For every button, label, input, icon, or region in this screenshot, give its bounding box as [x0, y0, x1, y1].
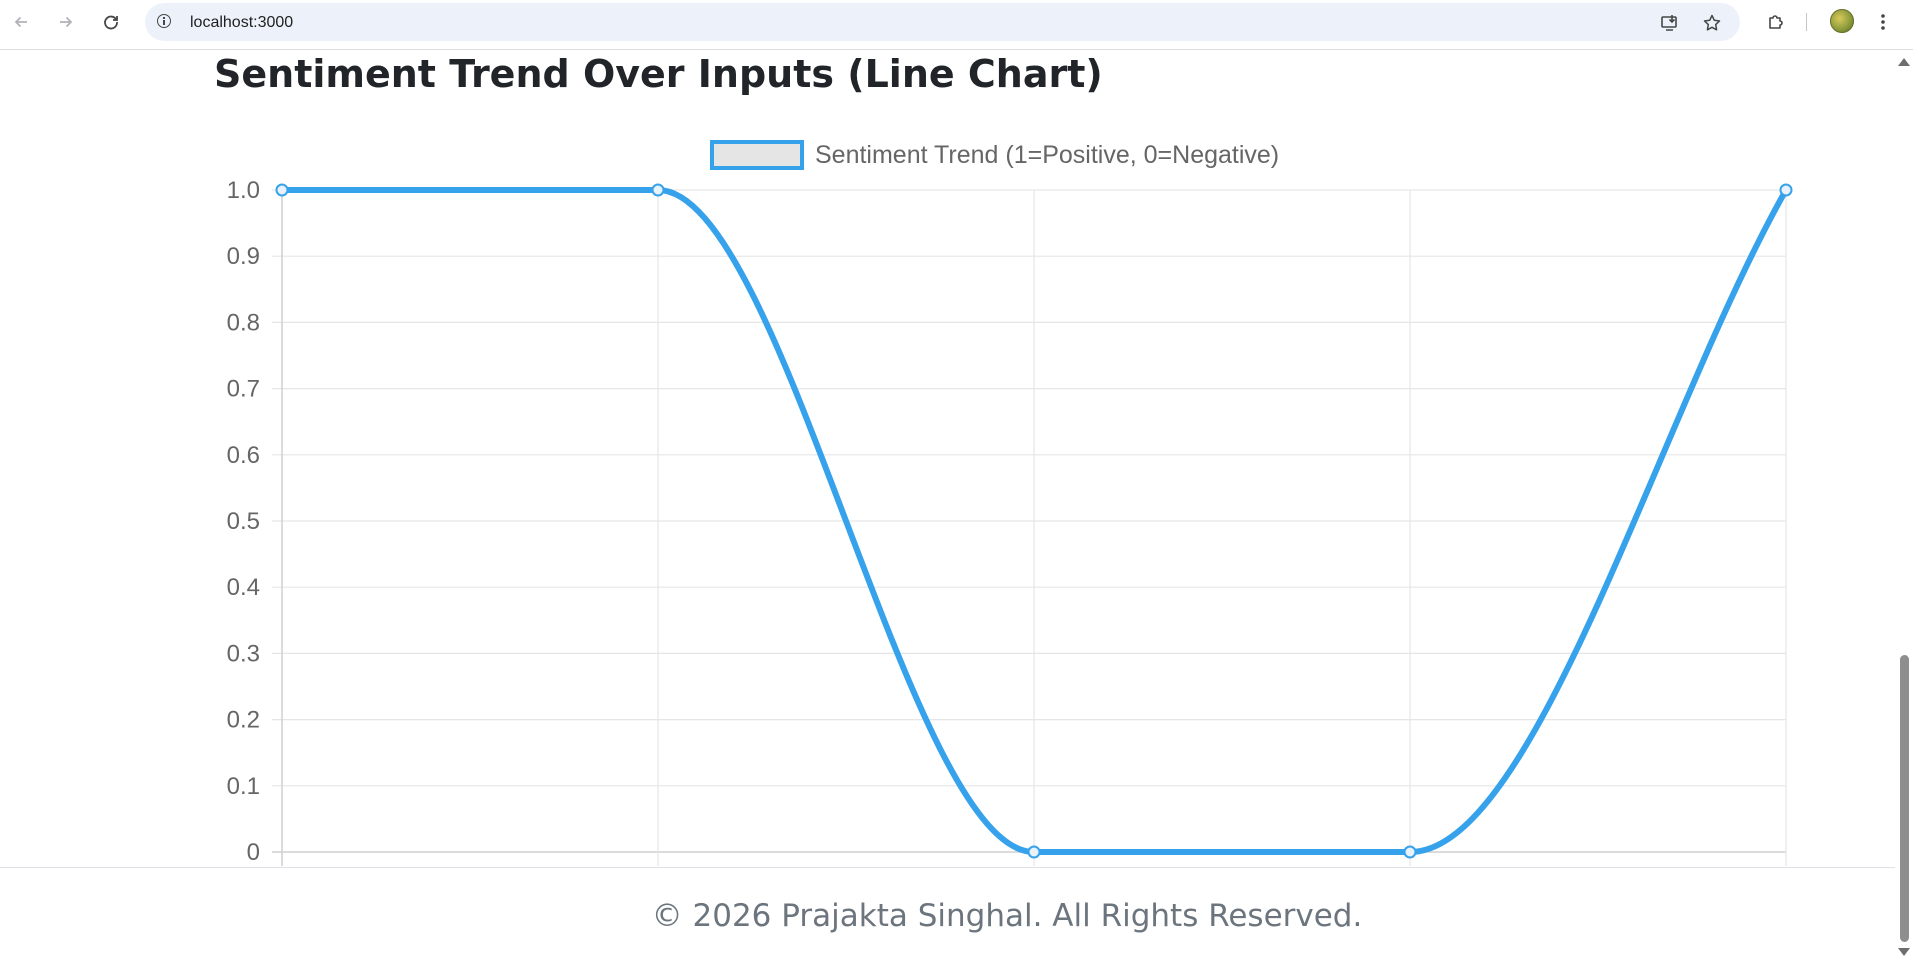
y-tick-label: 0.8: [227, 309, 260, 336]
legend-label: Sentiment Trend (1=Positive, 0=Negative): [815, 141, 1279, 169]
address-bar[interactable]: localhost:3000: [145, 3, 1740, 41]
scrollbar-thumb[interactable]: [1900, 655, 1909, 942]
y-tick-label: 0.5: [227, 508, 260, 535]
footer-divider: [0, 867, 1895, 868]
sentiment-line-chart: 0 0.1 0.2 0.3 0.4 0.5 0.6 0.7 0.8 0.9 1.0 Sentiment…: [227, 140, 1793, 866]
footer-copyright: © 2026 Prajakta Singhal. All Rights Rese…: [651, 898, 1363, 934]
extensions-button[interactable]: [1765, 11, 1787, 33]
y-tick-label: 0.2: [227, 707, 260, 734]
legend-swatch: [710, 140, 804, 170]
browser-menu-button[interactable]: [1876, 11, 1890, 33]
install-app-button[interactable]: [1659, 12, 1681, 34]
install-app-icon: [1661, 15, 1677, 31]
y-tick-label: 0.7: [227, 376, 260, 403]
url-text[interactable]: localhost:3000: [190, 14, 294, 31]
back-button[interactable]: [8, 9, 34, 35]
data-point: [1779, 183, 1793, 197]
data-point: [275, 183, 289, 197]
y-tick-label: 0.6: [227, 442, 260, 469]
data-point: [651, 183, 665, 197]
y-tick-label: 0.1: [227, 773, 260, 800]
y-tick-label: 0.4: [227, 574, 260, 601]
y-tick-label: 0.3: [227, 640, 260, 667]
data-point: [1403, 845, 1417, 859]
arrow-right-icon: [60, 16, 73, 28]
browser-toolbar: localhost:3000: [0, 0, 1913, 50]
y-tick-label: 0: [247, 839, 260, 866]
page-title: Sentiment Trend Over Inputs (Line Chart): [214, 52, 1103, 96]
scroll-down-arrow[interactable]: [1898, 948, 1910, 956]
y-tick-label: 1.0: [227, 177, 260, 204]
toolbar-divider: [1806, 13, 1807, 31]
puzzle-icon: [1769, 15, 1783, 29]
star-icon: [1703, 14, 1721, 31]
bookmark-button[interactable]: [1701, 12, 1723, 34]
kebab-menu-icon: [1881, 14, 1885, 30]
reload-icon: [104, 15, 118, 30]
reload-button[interactable]: [98, 9, 124, 35]
info-icon[interactable]: [157, 14, 171, 28]
arrow-left-icon: [14, 16, 27, 28]
data-point: [1027, 845, 1041, 859]
scroll-up-arrow[interactable]: [1898, 58, 1910, 66]
forward-button[interactable]: [53, 9, 79, 35]
y-tick-label: 0.9: [227, 243, 260, 270]
profile-avatar[interactable]: [1830, 9, 1854, 33]
